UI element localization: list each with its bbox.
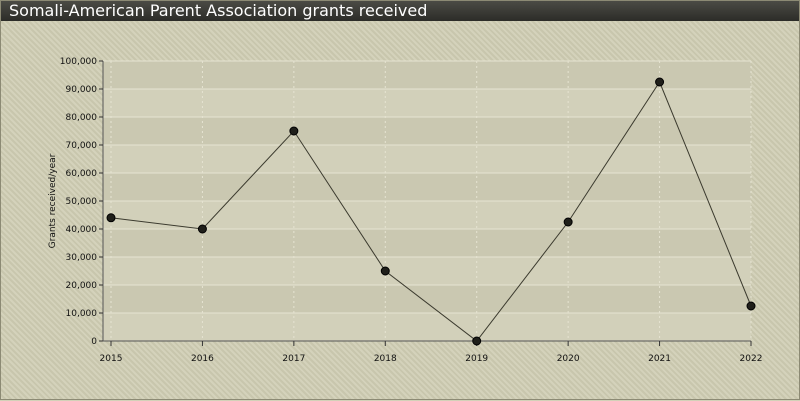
series-line-path [110, 80, 752, 342]
data-point [746, 301, 756, 311]
data-point [380, 266, 390, 276]
plot-band [103, 61, 751, 89]
x-tick-label: 2016 [191, 354, 214, 364]
y-axis-label: Grants received/year [48, 153, 58, 248]
data-point [289, 126, 299, 136]
x-tick-label: 2021 [648, 354, 671, 364]
plot-band [103, 285, 751, 313]
y-tick-label: 20,000 [66, 281, 98, 291]
y-tick-label: 60,000 [66, 169, 98, 179]
x-tick-label: 2022 [740, 354, 763, 364]
data-point [197, 224, 207, 234]
data-point [106, 213, 116, 223]
x-tick-label: 2019 [465, 354, 488, 364]
plot-band [103, 173, 751, 201]
x-tick-label: 2018 [374, 354, 397, 364]
chart-title: Somali-American Parent Association grant… [1, 1, 799, 21]
y-tick-label: 70,000 [66, 141, 98, 151]
y-tick-label: 90,000 [66, 85, 98, 95]
y-tick-label: 40,000 [66, 225, 98, 235]
y-axis-ticks: 0 10,000 20,000 30,000 40,000 50,000 60,000 70,… [60, 57, 103, 347]
y-tick-label: 0 [91, 337, 97, 347]
plot-band [103, 229, 751, 257]
data-points [106, 77, 756, 346]
y-tick-label: 80,000 [66, 113, 98, 123]
y-tick-label: 10,000 [66, 309, 98, 319]
series-line [110, 80, 752, 342]
gridlines [102, 60, 752, 342]
plot-band [103, 117, 751, 145]
x-tick-label: 2017 [282, 354, 305, 364]
data-point [472, 336, 482, 346]
y-tick-label: 100,000 [60, 57, 97, 67]
x-tick-label: 2020 [557, 354, 580, 364]
data-point [563, 217, 573, 227]
x-axis-ticks: 2015 2016 2017 2018 2019 2020 2021 2022 [100, 341, 763, 364]
x-tick-label: 2015 [100, 354, 123, 364]
y-tick-label: 50,000 [66, 197, 98, 207]
y-tick-label: 30,000 [66, 253, 98, 263]
data-point [655, 77, 665, 87]
